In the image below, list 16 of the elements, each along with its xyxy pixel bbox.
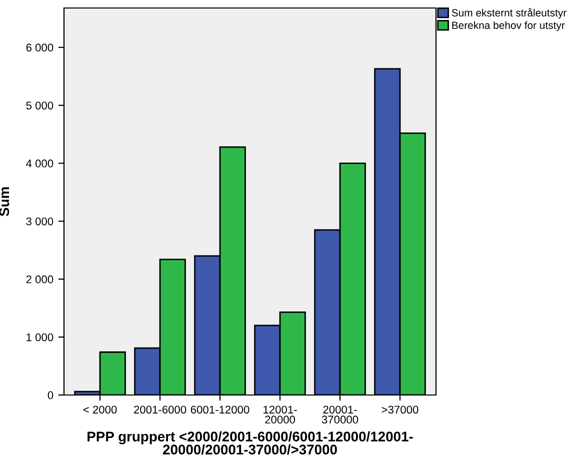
y-tick-label: 0 <box>48 391 54 400</box>
y-tick-label: 3 000 <box>26 217 54 226</box>
x-tick-label: 20001- 370000 <box>322 406 358 424</box>
x-tick-label: 6001-12000 <box>190 406 250 414</box>
y-tick-label: 4 000 <box>26 160 54 168</box>
x-tick-label: 2001-6000 <box>134 406 186 414</box>
x-tick-label: < 2000 <box>83 406 117 414</box>
y-tick-label: 2 000 <box>26 275 54 284</box>
legend-label: Sum eksternt stråleutstyr <box>452 8 566 19</box>
y-tick-label: 1 000 <box>26 333 54 342</box>
x-tick-label: 12001- 20000 <box>264 406 297 424</box>
y-tick-label: 5 000 <box>26 102 54 110</box>
x-tick-label: >37000 <box>382 406 418 414</box>
legend-label: Berekna behov for utstyr <box>452 21 565 32</box>
x-axis-title: PPP gruppert <2000/2001-6000/6001-12000/12001- 20000/20001-37000/>37000 <box>88 431 413 455</box>
y-tick-label: 6 000 <box>26 44 54 52</box>
